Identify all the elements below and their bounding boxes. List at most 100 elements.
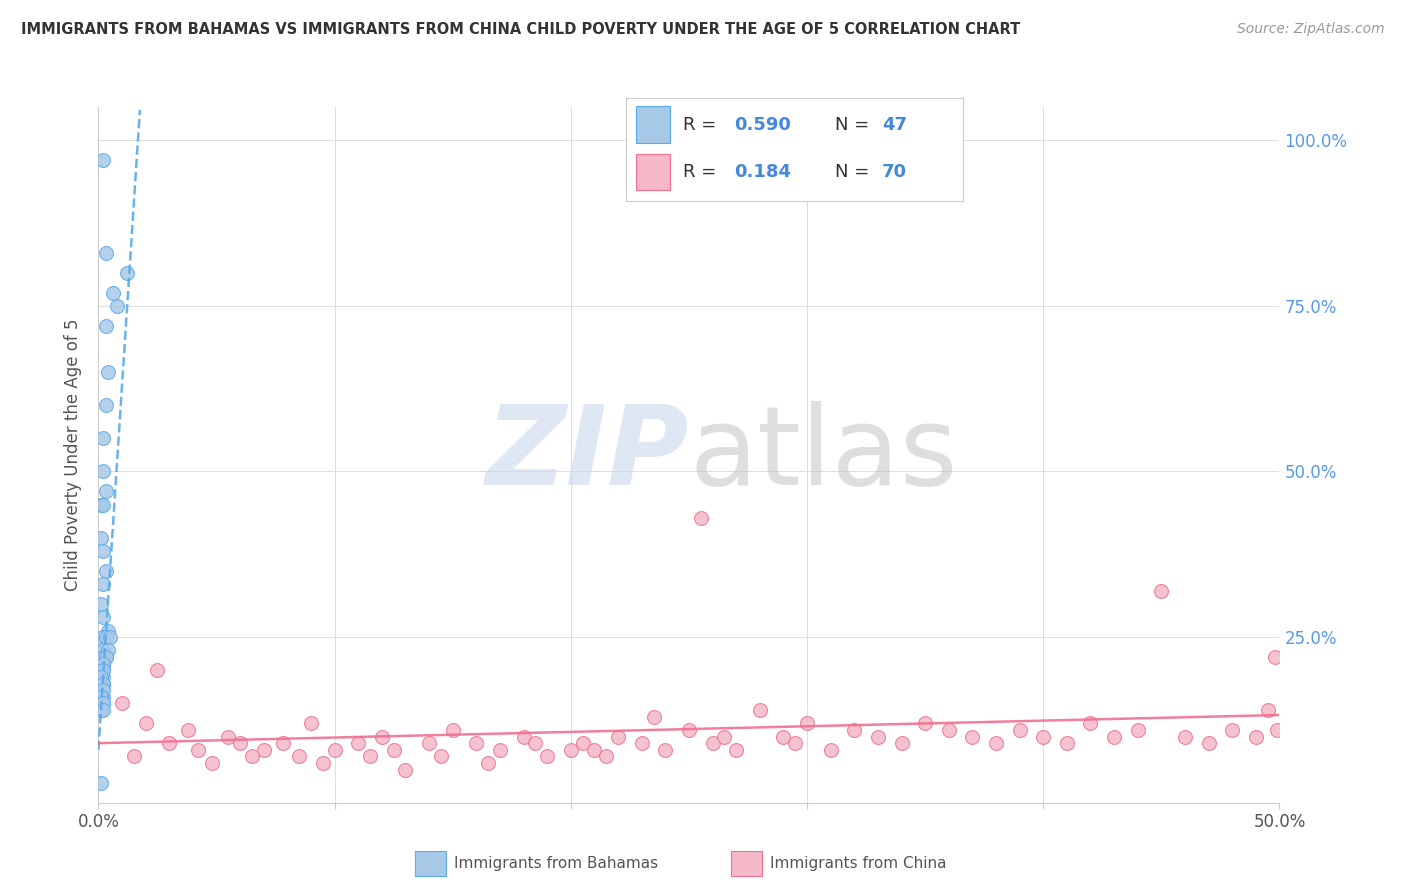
Text: atlas: atlas	[689, 401, 957, 508]
Point	[1264, 650, 1286, 665]
Point	[91, 650, 114, 665]
Point	[820, 743, 842, 757]
Point	[630, 736, 652, 750]
Point	[844, 723, 866, 737]
Point	[90, 531, 112, 545]
Point	[90, 670, 112, 684]
Point	[91, 630, 114, 644]
Y-axis label: Child Poverty Under the Age of 5: Child Poverty Under the Age of 5	[65, 318, 83, 591]
Point	[90, 776, 112, 790]
Point	[583, 743, 606, 757]
Point	[253, 743, 276, 757]
Point	[477, 756, 499, 770]
Text: ZIP: ZIP	[485, 401, 689, 508]
Point	[97, 643, 120, 657]
Point	[595, 749, 617, 764]
Text: 0.590: 0.590	[734, 116, 790, 134]
Point	[91, 577, 114, 591]
Point	[465, 736, 488, 750]
Point	[94, 630, 117, 644]
Point	[98, 630, 121, 644]
Point	[1056, 736, 1078, 750]
Point	[713, 730, 735, 744]
Point	[1198, 736, 1220, 750]
Point	[187, 743, 209, 757]
Point	[97, 624, 120, 638]
Point	[91, 663, 114, 677]
Point	[1174, 730, 1197, 744]
Point	[938, 723, 960, 737]
Point	[796, 716, 818, 731]
Point	[1032, 730, 1054, 744]
Point	[91, 657, 114, 671]
Text: 70: 70	[882, 163, 907, 181]
Point	[371, 730, 394, 744]
Point	[101, 285, 124, 300]
Point	[94, 398, 117, 412]
Point	[91, 703, 114, 717]
Point	[91, 697, 114, 711]
Text: Immigrants from Bahamas: Immigrants from Bahamas	[454, 856, 658, 871]
Point	[90, 663, 112, 677]
Point	[91, 544, 114, 558]
Point	[607, 730, 630, 744]
Point	[94, 318, 117, 333]
Point	[91, 498, 114, 512]
Point	[643, 709, 665, 723]
Point	[201, 756, 224, 770]
Point	[135, 716, 157, 731]
Point	[90, 690, 112, 704]
Point	[90, 703, 112, 717]
Point	[1257, 703, 1279, 717]
FancyBboxPatch shape	[636, 106, 669, 144]
Point	[91, 153, 114, 167]
Point	[702, 736, 724, 750]
Text: N =: N =	[835, 163, 875, 181]
Point	[441, 723, 464, 737]
Point	[91, 697, 114, 711]
Point	[536, 749, 558, 764]
Text: Immigrants from China: Immigrants from China	[770, 856, 948, 871]
Point	[240, 749, 263, 764]
Point	[111, 697, 134, 711]
Point	[146, 663, 169, 677]
Point	[524, 736, 547, 750]
Point	[90, 683, 112, 698]
Point	[90, 498, 112, 512]
FancyBboxPatch shape	[636, 153, 669, 190]
Point	[94, 564, 117, 578]
Text: R =: R =	[683, 116, 723, 134]
Point	[91, 670, 114, 684]
Point	[91, 643, 114, 657]
Point	[115, 266, 138, 280]
Point	[91, 676, 114, 690]
Point	[91, 663, 114, 677]
Text: 0.184: 0.184	[734, 163, 790, 181]
Text: IMMIGRANTS FROM BAHAMAS VS IMMIGRANTS FROM CHINA CHILD POVERTY UNDER THE AGE OF : IMMIGRANTS FROM BAHAMAS VS IMMIGRANTS FR…	[21, 22, 1021, 37]
Point	[312, 756, 335, 770]
Point	[394, 763, 416, 777]
Point	[654, 743, 676, 757]
Point	[748, 703, 770, 717]
Point	[94, 650, 117, 665]
Text: N =: N =	[835, 116, 875, 134]
Point	[489, 743, 512, 757]
Point	[382, 743, 405, 757]
Point	[560, 743, 582, 757]
Point	[217, 730, 239, 744]
Point	[772, 730, 794, 744]
Text: R =: R =	[683, 163, 723, 181]
Point	[1220, 723, 1243, 737]
Point	[91, 676, 114, 690]
Point	[97, 365, 120, 379]
Point	[571, 736, 593, 750]
Point	[914, 716, 936, 731]
Point	[725, 743, 748, 757]
Point	[689, 511, 711, 525]
Text: Source: ZipAtlas.com: Source: ZipAtlas.com	[1237, 22, 1385, 37]
Point	[91, 465, 114, 479]
Point	[785, 736, 807, 750]
Point	[984, 736, 1007, 750]
Point	[105, 299, 128, 313]
Point	[1265, 723, 1288, 737]
